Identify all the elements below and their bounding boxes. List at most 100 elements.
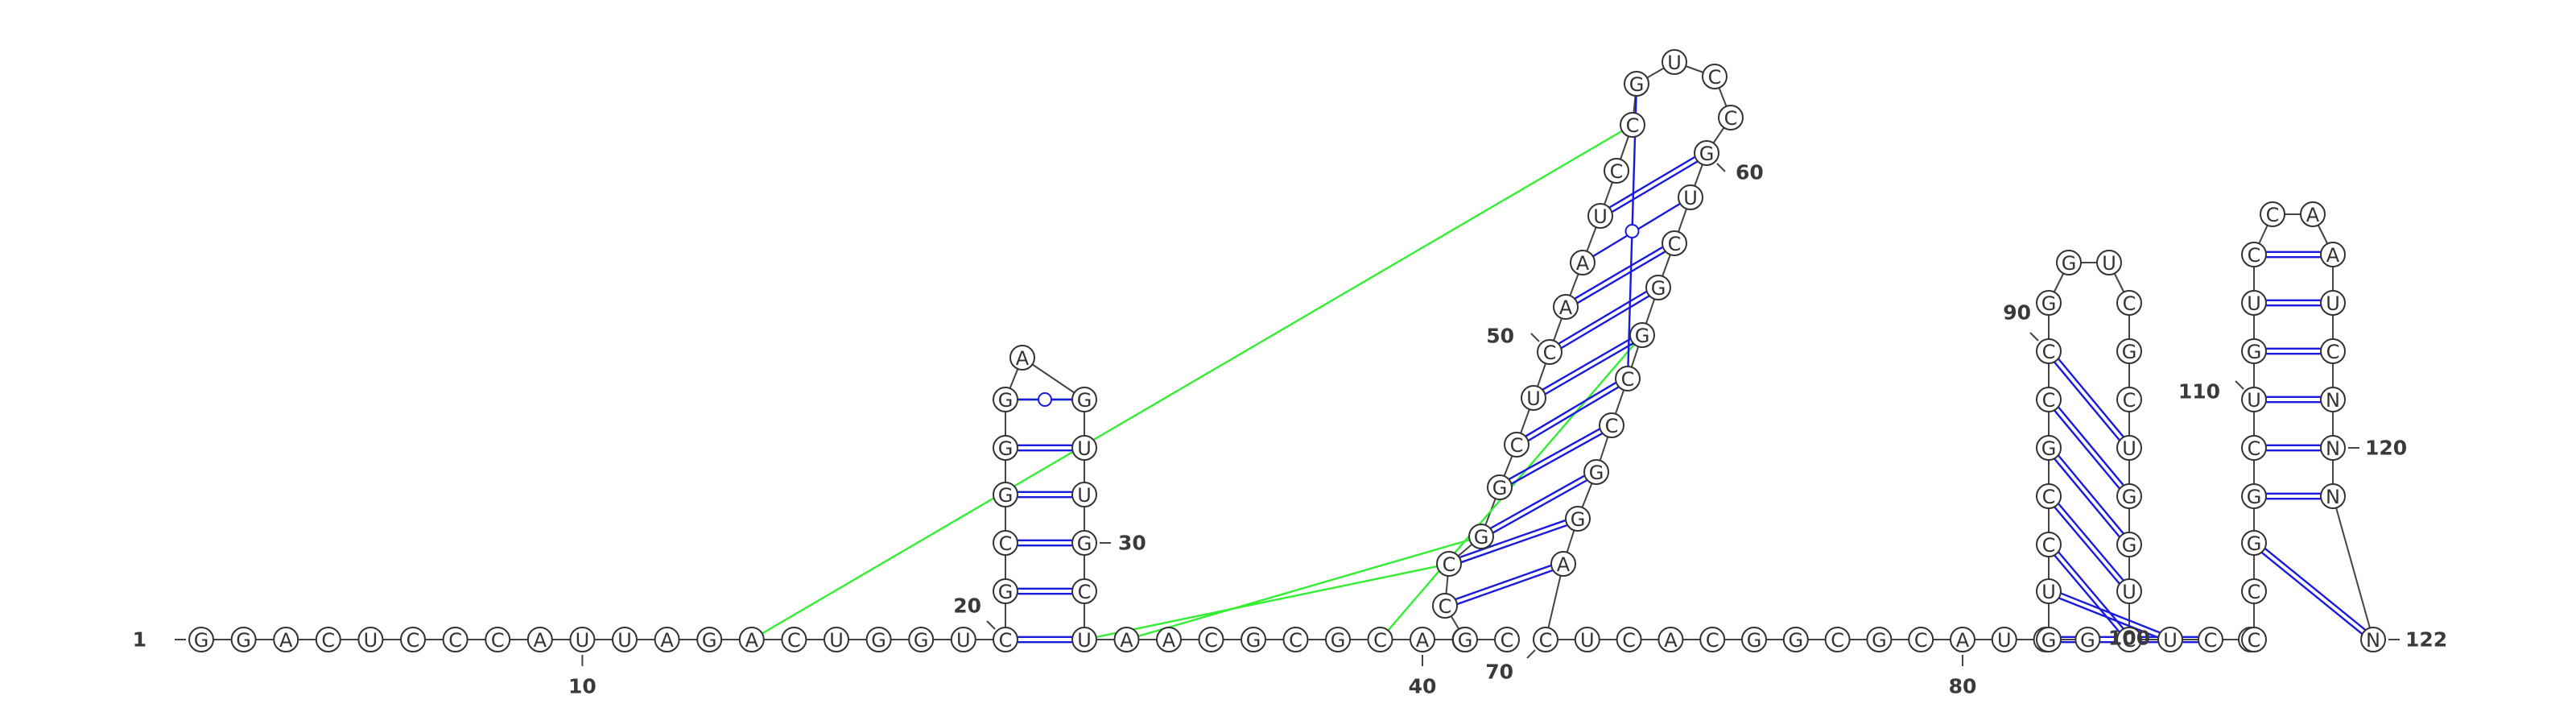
nucleotide-letter: G: [1872, 629, 1887, 652]
nucleotide-letter: C: [1510, 434, 1524, 457]
nucleotide: A: [1156, 627, 1182, 652]
nucleotide: U: [612, 627, 638, 652]
nucleotide-circle: [442, 627, 469, 652]
nucleotide-letter: U: [364, 629, 378, 652]
nucleotide-letter: G: [1571, 508, 1586, 531]
nucleotide-letter: C: [1443, 553, 1456, 576]
nucleotide-letter: U: [1526, 387, 1541, 410]
nucleotide: C: [1599, 412, 1624, 438]
nucleotide: U: [2241, 290, 2267, 316]
nucleotide-circle: [1565, 506, 1591, 532]
nucleotide-letter: G: [1077, 389, 1092, 412]
base-pair-gc: [2058, 551, 2124, 630]
nucleotide: C: [2116, 387, 2142, 412]
nucleotide: C: [1533, 627, 1558, 652]
nucleotide: U: [1662, 49, 1687, 75]
nucleotide-letter: G: [1474, 526, 1489, 549]
nucleotide: A: [1553, 294, 1579, 320]
nucleotide: A: [738, 627, 765, 652]
nucleotide: C: [2036, 483, 2062, 509]
position-number: 90: [2003, 301, 2031, 325]
nucleotide: G: [993, 482, 1018, 507]
nucleotide-circle: [2116, 387, 2142, 412]
nucleotide-circle: [2320, 338, 2346, 364]
nucleotide-circle: [1615, 366, 1641, 391]
nucleotide-circle: [1866, 627, 1893, 652]
nucleotide: G: [2241, 483, 2267, 509]
nucleotide-circle: [1629, 322, 1655, 348]
nucleotide-letter: C: [2123, 292, 2136, 315]
nucleotide-letter: G: [998, 389, 1013, 412]
nucleotide-circle: [1620, 112, 1645, 138]
nucleotide-letter: U: [2122, 437, 2136, 460]
nucleotide-circle: [2036, 578, 2062, 604]
nucleotide-letter: G: [1492, 477, 1508, 499]
nucleotide-letter: C: [1708, 66, 1722, 89]
position-number: 70: [1485, 661, 1513, 684]
nucleotide-circle: [1071, 627, 1097, 652]
nucleotide-letter: C: [2248, 581, 2261, 603]
base-pair-gc: [1576, 251, 1666, 304]
nucleotide: C: [781, 627, 807, 652]
nucleotide-circle: [1071, 578, 1097, 604]
nucleotide: U: [2116, 578, 2142, 604]
nucleotide-letter: C: [2204, 629, 2218, 652]
nucleotide-letter: G: [2122, 534, 2137, 557]
nucleotide-circle: [2116, 483, 2142, 509]
nucleotide-circle: [1604, 158, 1629, 184]
nucleotide: A: [273, 627, 299, 652]
nucleotide-circle: [2260, 201, 2285, 227]
nucleotide: U: [569, 627, 596, 652]
nucleotide-letter: C: [2248, 629, 2261, 652]
nucleotide-circle: [2241, 290, 2267, 316]
nucleotide-letter: C: [999, 629, 1013, 652]
nucleotide-circle: [2157, 627, 2183, 652]
nucleotide-circle: [2320, 435, 2346, 461]
position-number: 100: [2108, 627, 2150, 650]
nucleotide-letter: C: [1439, 595, 1452, 618]
nucleotide-circle: [2036, 627, 2062, 652]
nucleotide: C: [2036, 338, 2062, 364]
nucleotide-circle: [1487, 474, 1513, 500]
nucleotide: U: [1071, 627, 1097, 652]
nucleotide: G: [1487, 474, 1513, 500]
nucleotide-letter: G: [1629, 73, 1645, 96]
nucleotide: U: [1071, 435, 1097, 461]
nucleotide-letter: U: [829, 629, 844, 652]
nucleotide: C: [1436, 551, 1462, 577]
nucleotide-circle: [1367, 627, 1393, 652]
base-pair-gc: [2054, 361, 2120, 441]
nucleotide-letter: C: [1605, 415, 1619, 437]
nucleotide-letter: G: [914, 629, 929, 652]
nucleotide-letter: U: [1593, 205, 1608, 228]
nucleotide-circle: [1824, 627, 1851, 652]
nucleotide: G: [908, 627, 935, 652]
nucleotide-circle: [993, 387, 1018, 412]
nucleotide: C: [1494, 627, 1520, 652]
nucleotide: C: [400, 627, 426, 652]
base-pair-gc: [1560, 295, 1650, 350]
nucleotide-letter: C: [2042, 534, 2056, 557]
nucleotide-circle: [908, 627, 935, 652]
nucleotide: C: [1824, 627, 1851, 652]
nucleotide-letter: A: [1956, 629, 1970, 652]
nucleotide: U: [357, 627, 384, 652]
nucleotide-letter: C: [1622, 629, 1636, 652]
nucleotide-letter: C: [1204, 629, 1218, 652]
position-number: 60: [1736, 161, 1764, 184]
nucleotide: U: [824, 627, 849, 652]
nucleotide: C: [2116, 627, 2142, 652]
nucleotide-circle: [2320, 483, 2346, 509]
nucleotide-circle: [2074, 627, 2101, 652]
base-pair-gc: [1611, 160, 1699, 213]
nucleotide-letter: A: [1559, 296, 1573, 319]
nucleotide: C: [2241, 627, 2267, 652]
nucleotide-letter: G: [2122, 341, 2137, 363]
nucleotide: G: [993, 578, 1018, 604]
number-tick: [1530, 333, 1540, 342]
nucleotide-circle: [1521, 385, 1546, 411]
nucleotide-letter: A: [1557, 553, 1571, 576]
nucleotide-letter: A: [660, 629, 674, 652]
nucleotide: G: [2074, 627, 2101, 652]
